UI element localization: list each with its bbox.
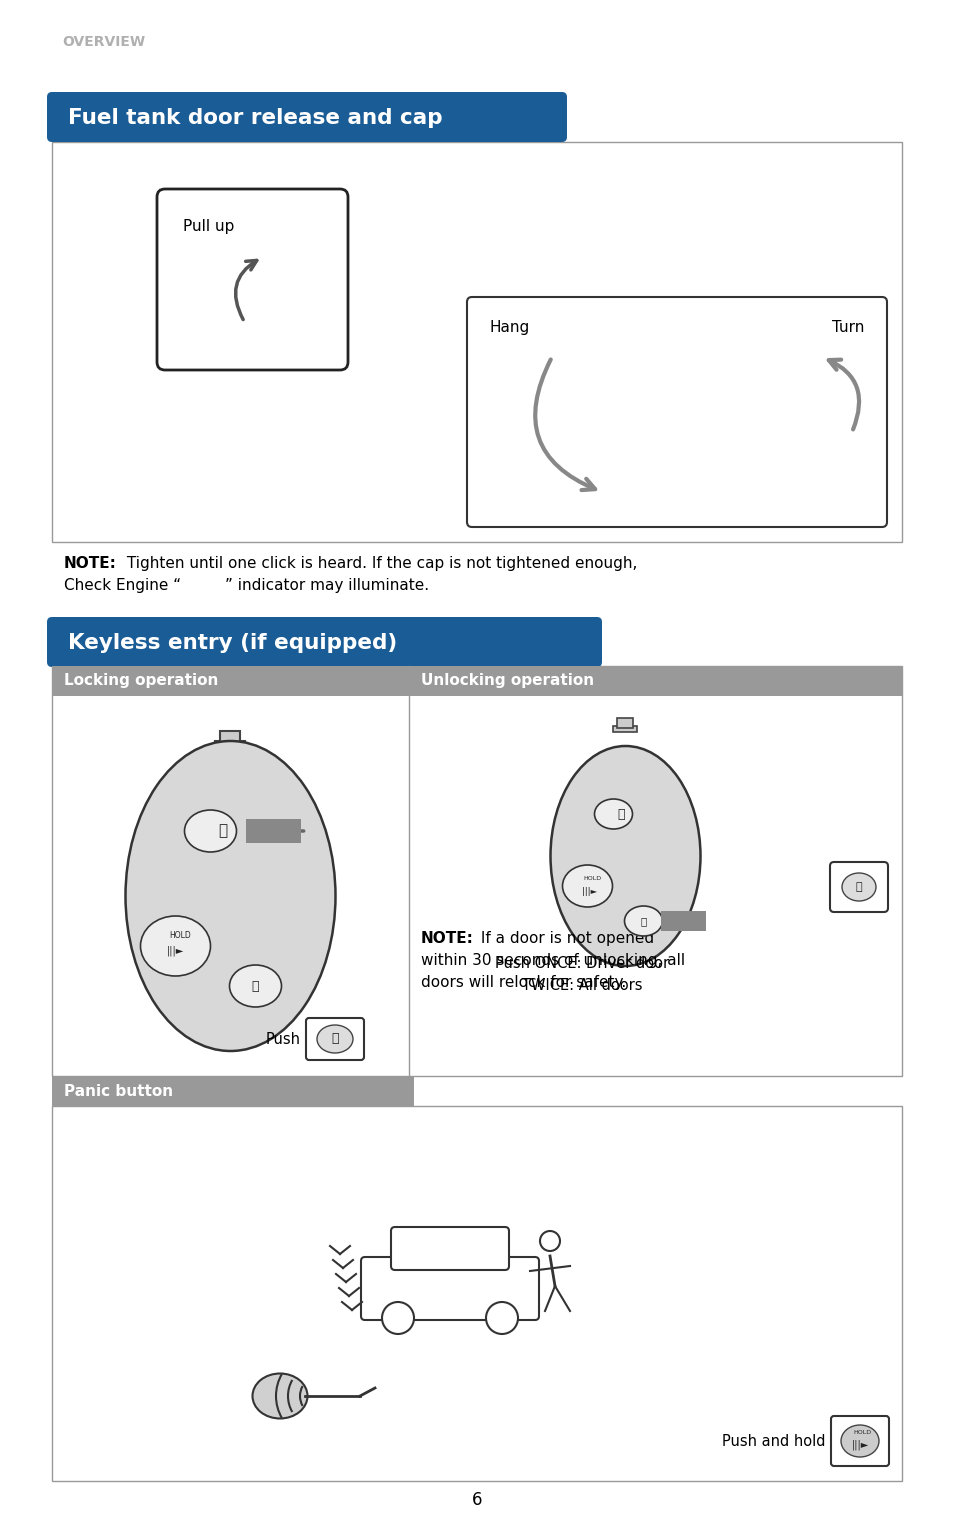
- Bar: [660, 912, 706, 931]
- Ellipse shape: [624, 906, 661, 936]
- FancyBboxPatch shape: [360, 1257, 538, 1319]
- Bar: [246, 818, 301, 843]
- Text: Check Engine “         ” indicator may illuminate.: Check Engine “ ” indicator may illuminat…: [64, 579, 429, 592]
- FancyBboxPatch shape: [391, 1228, 509, 1270]
- Bar: [220, 731, 240, 744]
- Text: ⚿: ⚿: [331, 1032, 338, 1046]
- Circle shape: [381, 1303, 414, 1335]
- FancyBboxPatch shape: [306, 1019, 364, 1060]
- Text: ⚿: ⚿: [217, 823, 227, 838]
- Text: Panic button: Panic button: [64, 1084, 172, 1098]
- Bar: [52, 142, 901, 542]
- Text: within 30 seconds of unlocking, all: within 30 seconds of unlocking, all: [420, 953, 684, 968]
- Ellipse shape: [253, 1373, 307, 1419]
- Text: HOLD: HOLD: [583, 876, 601, 881]
- Bar: [52, 666, 409, 696]
- Ellipse shape: [550, 747, 700, 967]
- Bar: [52, 1077, 414, 1106]
- Text: HOLD: HOLD: [170, 931, 192, 941]
- FancyBboxPatch shape: [157, 189, 348, 370]
- Bar: [409, 666, 901, 696]
- Text: HOLD: HOLD: [852, 1431, 870, 1435]
- Text: Push and hold: Push and hold: [721, 1434, 825, 1449]
- Text: If a door is not opened: If a door is not opened: [476, 931, 654, 947]
- Text: Unlocking operation: Unlocking operation: [420, 673, 594, 689]
- Ellipse shape: [841, 873, 875, 901]
- Text: 🔓: 🔓: [855, 883, 862, 892]
- Text: Turn: Turn: [831, 321, 863, 334]
- FancyBboxPatch shape: [829, 863, 887, 912]
- Text: |||►: |||►: [167, 945, 184, 956]
- Text: ⚿: ⚿: [618, 808, 624, 820]
- Text: Push: Push: [266, 1032, 301, 1046]
- Text: 🔓: 🔓: [252, 979, 259, 993]
- Text: NOTE:: NOTE:: [420, 931, 474, 947]
- FancyBboxPatch shape: [467, 296, 886, 527]
- Circle shape: [539, 1231, 559, 1251]
- Ellipse shape: [562, 864, 612, 907]
- Text: |||►: |||►: [581, 887, 597, 895]
- Bar: [617, 718, 633, 728]
- Ellipse shape: [841, 1425, 878, 1457]
- Text: TWICE: All doors: TWICE: All doors: [521, 977, 642, 993]
- Text: doors will relock for safety.: doors will relock for safety.: [420, 976, 625, 989]
- Text: 🔓: 🔓: [639, 916, 646, 925]
- Ellipse shape: [594, 799, 632, 829]
- Text: Fuel tank door release and cap: Fuel tank door release and cap: [68, 108, 442, 128]
- Bar: [52, 666, 901, 1077]
- FancyBboxPatch shape: [830, 1416, 888, 1466]
- Text: 6: 6: [471, 1490, 482, 1509]
- Ellipse shape: [316, 1025, 353, 1054]
- Text: Push ONCE: Driver door: Push ONCE: Driver door: [495, 956, 669, 971]
- Text: NOTE:: NOTE:: [64, 556, 117, 571]
- Ellipse shape: [230, 965, 281, 1006]
- Ellipse shape: [126, 741, 335, 1051]
- FancyBboxPatch shape: [47, 92, 566, 142]
- Text: Tighten until one click is heard. If the cap is not tightened enough,: Tighten until one click is heard. If the…: [122, 556, 637, 571]
- Bar: [215, 741, 245, 750]
- Text: Locking operation: Locking operation: [64, 673, 218, 689]
- Circle shape: [485, 1303, 517, 1335]
- Text: Keyless entry (if equipped): Keyless entry (if equipped): [68, 634, 396, 654]
- Text: |||►: |||►: [850, 1440, 868, 1451]
- Text: OVERVIEW: OVERVIEW: [62, 35, 145, 49]
- Text: Pull up: Pull up: [183, 218, 234, 234]
- Ellipse shape: [140, 916, 211, 976]
- Bar: [613, 725, 637, 731]
- Text: Hang: Hang: [490, 321, 530, 334]
- FancyBboxPatch shape: [47, 617, 601, 667]
- Bar: [52, 1106, 901, 1481]
- Ellipse shape: [184, 809, 236, 852]
